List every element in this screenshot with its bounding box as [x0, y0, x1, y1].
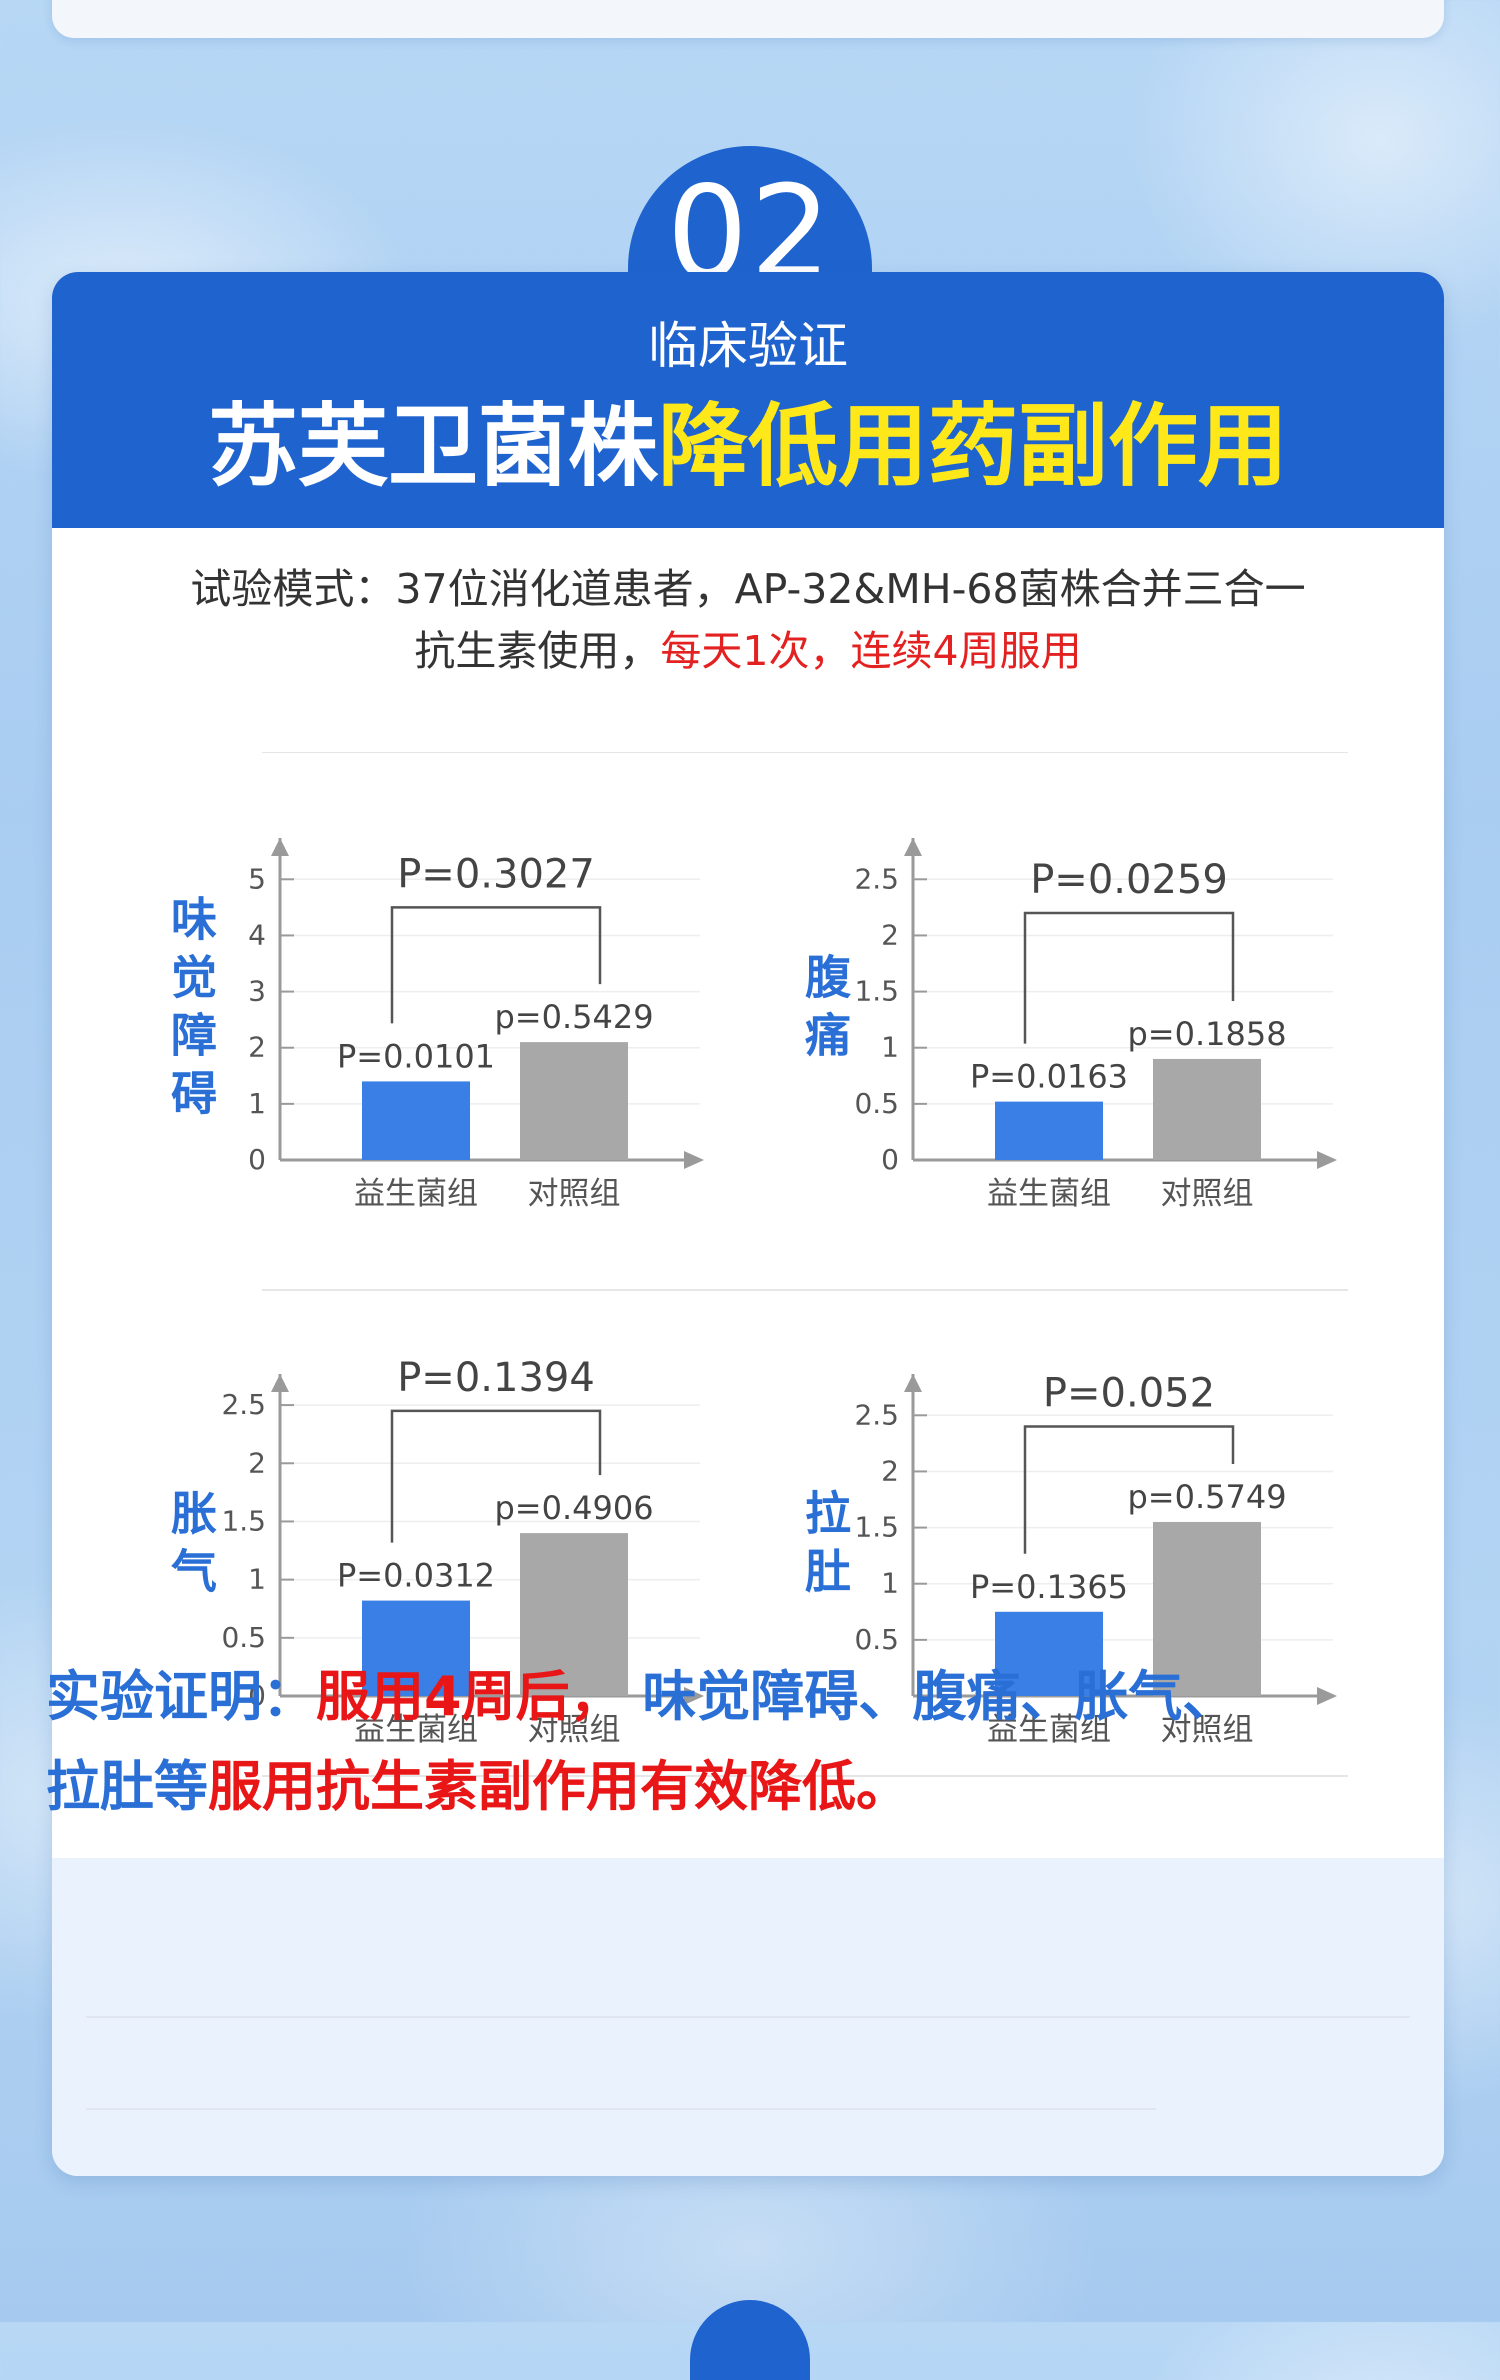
chart-3-comparison-bracket: [390, 1409, 602, 1543]
chart-4-bar-control: [1153, 1521, 1261, 1696]
trial-dosage-highlight: 每天1次，连续4周服用: [660, 627, 1082, 675]
chart-3-bar-control: [520, 1533, 628, 1696]
chart-2-y-tick-label: 2: [881, 918, 899, 951]
chart-1-y-tick-label: 4: [248, 918, 266, 951]
chart-4-bar-probiotic: [995, 1611, 1103, 1696]
conclusion-underline-1: [86, 2016, 1410, 2018]
chart-1-category-label-control: 对照组: [528, 1176, 621, 1212]
chart-1-category-label-probiotic: 益生菌组: [354, 1176, 478, 1212]
previous-section-card: [52, 0, 1444, 38]
chart-3-bar-probiotic: [362, 1600, 470, 1696]
chart-2-category-label-probiotic: 益生菌组: [987, 1176, 1111, 1212]
chart-4-category-label-probiotic: 益生菌组: [987, 1712, 1111, 1748]
conclusion-line-1: 实验证明：服用4周后， 味觉障碍、腹痛、胀气、: [46, 1662, 1356, 1732]
chart-4-bar-label-probiotic: P=0.1365: [970, 1568, 1128, 1606]
chart-1-bar-control: [520, 1042, 628, 1160]
chart-1-y-tick-label: 0: [248, 1143, 266, 1176]
chart-2-category-label-control: 对照组: [1161, 1176, 1254, 1212]
chart-4-y-tick-label: 2.5: [854, 1398, 899, 1431]
chart-4-y-tick-label: 2: [881, 1454, 899, 1487]
trial-line-2-text: 抗生素使用，: [414, 627, 661, 675]
conclusion-result: 服用抗生素副作用有效降低。: [208, 1755, 910, 1818]
chart-2-comparison-bracket: [1023, 911, 1235, 1044]
chart-1-y-tick-label: 5: [248, 862, 266, 895]
trial-line-2: 抗生素使用，每天1次，连续4周服用: [92, 620, 1404, 682]
chart-3-y-tick-label: 0.5: [221, 1621, 266, 1654]
chart-3-bar-label-probiotic: P=0.0312: [337, 1557, 495, 1595]
chart-1-bar-label-probiotic: P=0.0101: [337, 1037, 495, 1075]
conclusion-line-2: 拉肚等服用抗生素副作用有效降低。: [46, 1752, 1356, 1822]
chart-1-comparison-label: P=0.3027: [397, 851, 595, 897]
chart-3-y-axis-arrow: [271, 1374, 289, 1392]
chart-1-y-tick-label: 1: [248, 1087, 266, 1120]
chart-3-y-tick-label: 0: [248, 1679, 266, 1712]
chart-1-comparison-bracket: [390, 906, 602, 1024]
chart-3-category-label-control: 对照组: [528, 1712, 621, 1748]
trial-line-1: 试验模式：37位消化道患者，AP-32&MH-68菌株合并三合一: [190, 565, 1306, 613]
chart-1-y-axis-title: 味觉障碍: [171, 892, 217, 1120]
chart-1-bar-probiotic: [362, 1081, 470, 1160]
chart-4-x-axis-arrow: [1317, 1687, 1337, 1705]
chart-2-x-axis-arrow: [1317, 1151, 1337, 1169]
chart-4-y-axis-title: 拉肚: [805, 1486, 851, 1598]
header-band: 临床验证 苏芙卫菌株降低用药副作用: [52, 272, 1444, 528]
chart-1-x-axis-arrow: [684, 1151, 704, 1169]
conclusion-symptoms: 味觉障碍、腹痛、胀气、: [623, 1665, 1237, 1728]
chart-1-y-tick-label: 3: [248, 975, 266, 1008]
conclusion-lead: 实验证明：: [46, 1665, 316, 1728]
headline-white-part: 苏芙卫菌株: [208, 394, 658, 499]
side-effect-charts: 0 1 2 3 4 5 味觉障碍 P=0.0101 益生菌组 p=0.5429 对照组 P=0.302…: [171, 752, 1348, 1777]
chart-4-y-axis-arrow: [904, 1374, 922, 1392]
chart-3-x-axis-arrow: [684, 1687, 704, 1705]
chart-4-y-tick-label: 1.5: [854, 1511, 899, 1544]
chart-4-comparison-bracket: [1023, 1425, 1235, 1554]
chart-4-comparison-label: P=0.052: [1043, 1371, 1215, 1417]
headline-yellow-part: 降低用药副作用: [658, 394, 1288, 499]
chart-3-comparison-label: P=0.1394: [397, 1355, 595, 1401]
chart-2-y-tick-label: 2.5: [854, 862, 899, 895]
conclusion-underline-2: [86, 2108, 1156, 2110]
chart-2-bar-label-probiotic: P=0.0163: [970, 1058, 1128, 1096]
chart-2-y-tick-label: 1: [881, 1031, 899, 1064]
chart-2-bar-label-control: p=0.1858: [1127, 1015, 1286, 1053]
chart-3-bar-label-control: p=0.4906: [494, 1489, 653, 1527]
chart-2-y-axis-arrow: [904, 838, 922, 856]
chart-3-y-tick-label: 2: [248, 1446, 266, 1479]
chart-3-y-tick-label: 1: [248, 1563, 266, 1596]
next-section-badge: [690, 2300, 810, 2380]
chart-1-y-axis-arrow: [271, 838, 289, 856]
conclusion-duration: 服用4周后，: [316, 1665, 624, 1728]
chart-2-y-axis-title: 腹痛: [805, 950, 852, 1062]
chart-1-y-tick-label: 2: [248, 1031, 266, 1064]
trial-description: 试验模式：37位消化道患者，AP-32&MH-68菌株合并三合一 抗生素使用，每…: [92, 558, 1404, 682]
chart-2-bar-control: [1153, 1058, 1261, 1160]
chart-4-bar-label-control: p=0.5749: [1127, 1478, 1286, 1516]
chart-3-y-axis-title: 胀气: [171, 1486, 217, 1598]
chart-2-comparison-label: P=0.0259: [1030, 857, 1228, 903]
conclusion-symptoms-end: 拉肚等: [46, 1755, 208, 1818]
chart-3-y-tick-label: 2.5: [221, 1388, 266, 1421]
clinical-verification-card: 临床验证 苏芙卫菌株降低用药副作用 试验模式：37位消化道患者，AP-32&MH…: [52, 272, 1444, 2176]
chart-4-y-tick-label: 1: [881, 1567, 899, 1600]
chart-4-category-label-control: 对照组: [1161, 1712, 1254, 1748]
chart-2-y-tick-label: 1.5: [854, 975, 899, 1008]
section-headline: 苏芙卫菌株降低用药副作用: [52, 392, 1444, 502]
chart-3-category-label-probiotic: 益生菌组: [354, 1712, 478, 1748]
chart-2-y-tick-label: 0.5: [854, 1087, 899, 1120]
chart-2-bar-probiotic: [995, 1101, 1103, 1160]
chart-2-y-tick-label: 0: [881, 1143, 899, 1176]
chart-3-y-tick-label: 1.5: [221, 1504, 266, 1537]
chart-1-bar-label-control: p=0.5429: [494, 998, 653, 1036]
chart-4-y-tick-label: 0.5: [854, 1623, 899, 1656]
section-subtitle: 临床验证: [648, 317, 848, 375]
